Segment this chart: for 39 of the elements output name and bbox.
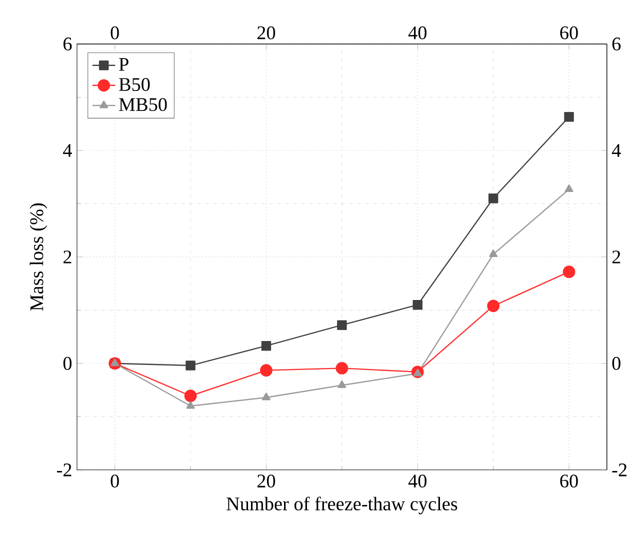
point: [489, 249, 498, 258]
x-tick-label: 20: [257, 474, 276, 488]
point: [260, 364, 272, 377]
point: [564, 112, 574, 122]
x-tick-label: 40: [408, 474, 426, 488]
y-tick-label: -2: [57, 464, 72, 476]
y2-tick-label: 2: [612, 250, 620, 264]
y-tick-label: 6: [63, 38, 72, 51]
point: [336, 362, 348, 374]
point: [261, 341, 272, 351]
y-tick-label: 2: [64, 250, 72, 264]
y2-tick-label: -2: [612, 464, 626, 476]
x2-tick-label: 60: [560, 26, 578, 40]
y-tick-label: 0: [63, 356, 72, 370]
legend-label: MB50: [119, 98, 167, 112]
legend-label: B50: [119, 78, 150, 92]
point: [338, 380, 346, 388]
x-tick-label: 60: [560, 474, 578, 488]
point: [262, 392, 271, 400]
point: [337, 320, 347, 330]
y2-tick-label: 6: [612, 38, 621, 51]
y2-tick-label: 4: [612, 144, 621, 157]
point: [564, 184, 574, 192]
legend-label: P: [119, 58, 128, 71]
point: [562, 266, 576, 278]
point: [186, 401, 195, 409]
x2-tick-label: 40: [408, 26, 426, 40]
y-tick-label: 4: [63, 144, 72, 157]
y-axis-title: Mass loss (%): [30, 203, 48, 311]
point: [488, 194, 498, 204]
point: [184, 390, 197, 402]
y2-tick-label: 0: [612, 356, 620, 370]
point: [487, 300, 500, 312]
x2-tick-label: 0: [110, 26, 119, 40]
point: [412, 300, 422, 310]
point: [186, 360, 196, 370]
x2-tick-label: 20: [257, 26, 276, 40]
x-axis-title: Number of freeze-thaw cycles: [226, 496, 458, 514]
x-tick-label: 0: [110, 474, 119, 488]
